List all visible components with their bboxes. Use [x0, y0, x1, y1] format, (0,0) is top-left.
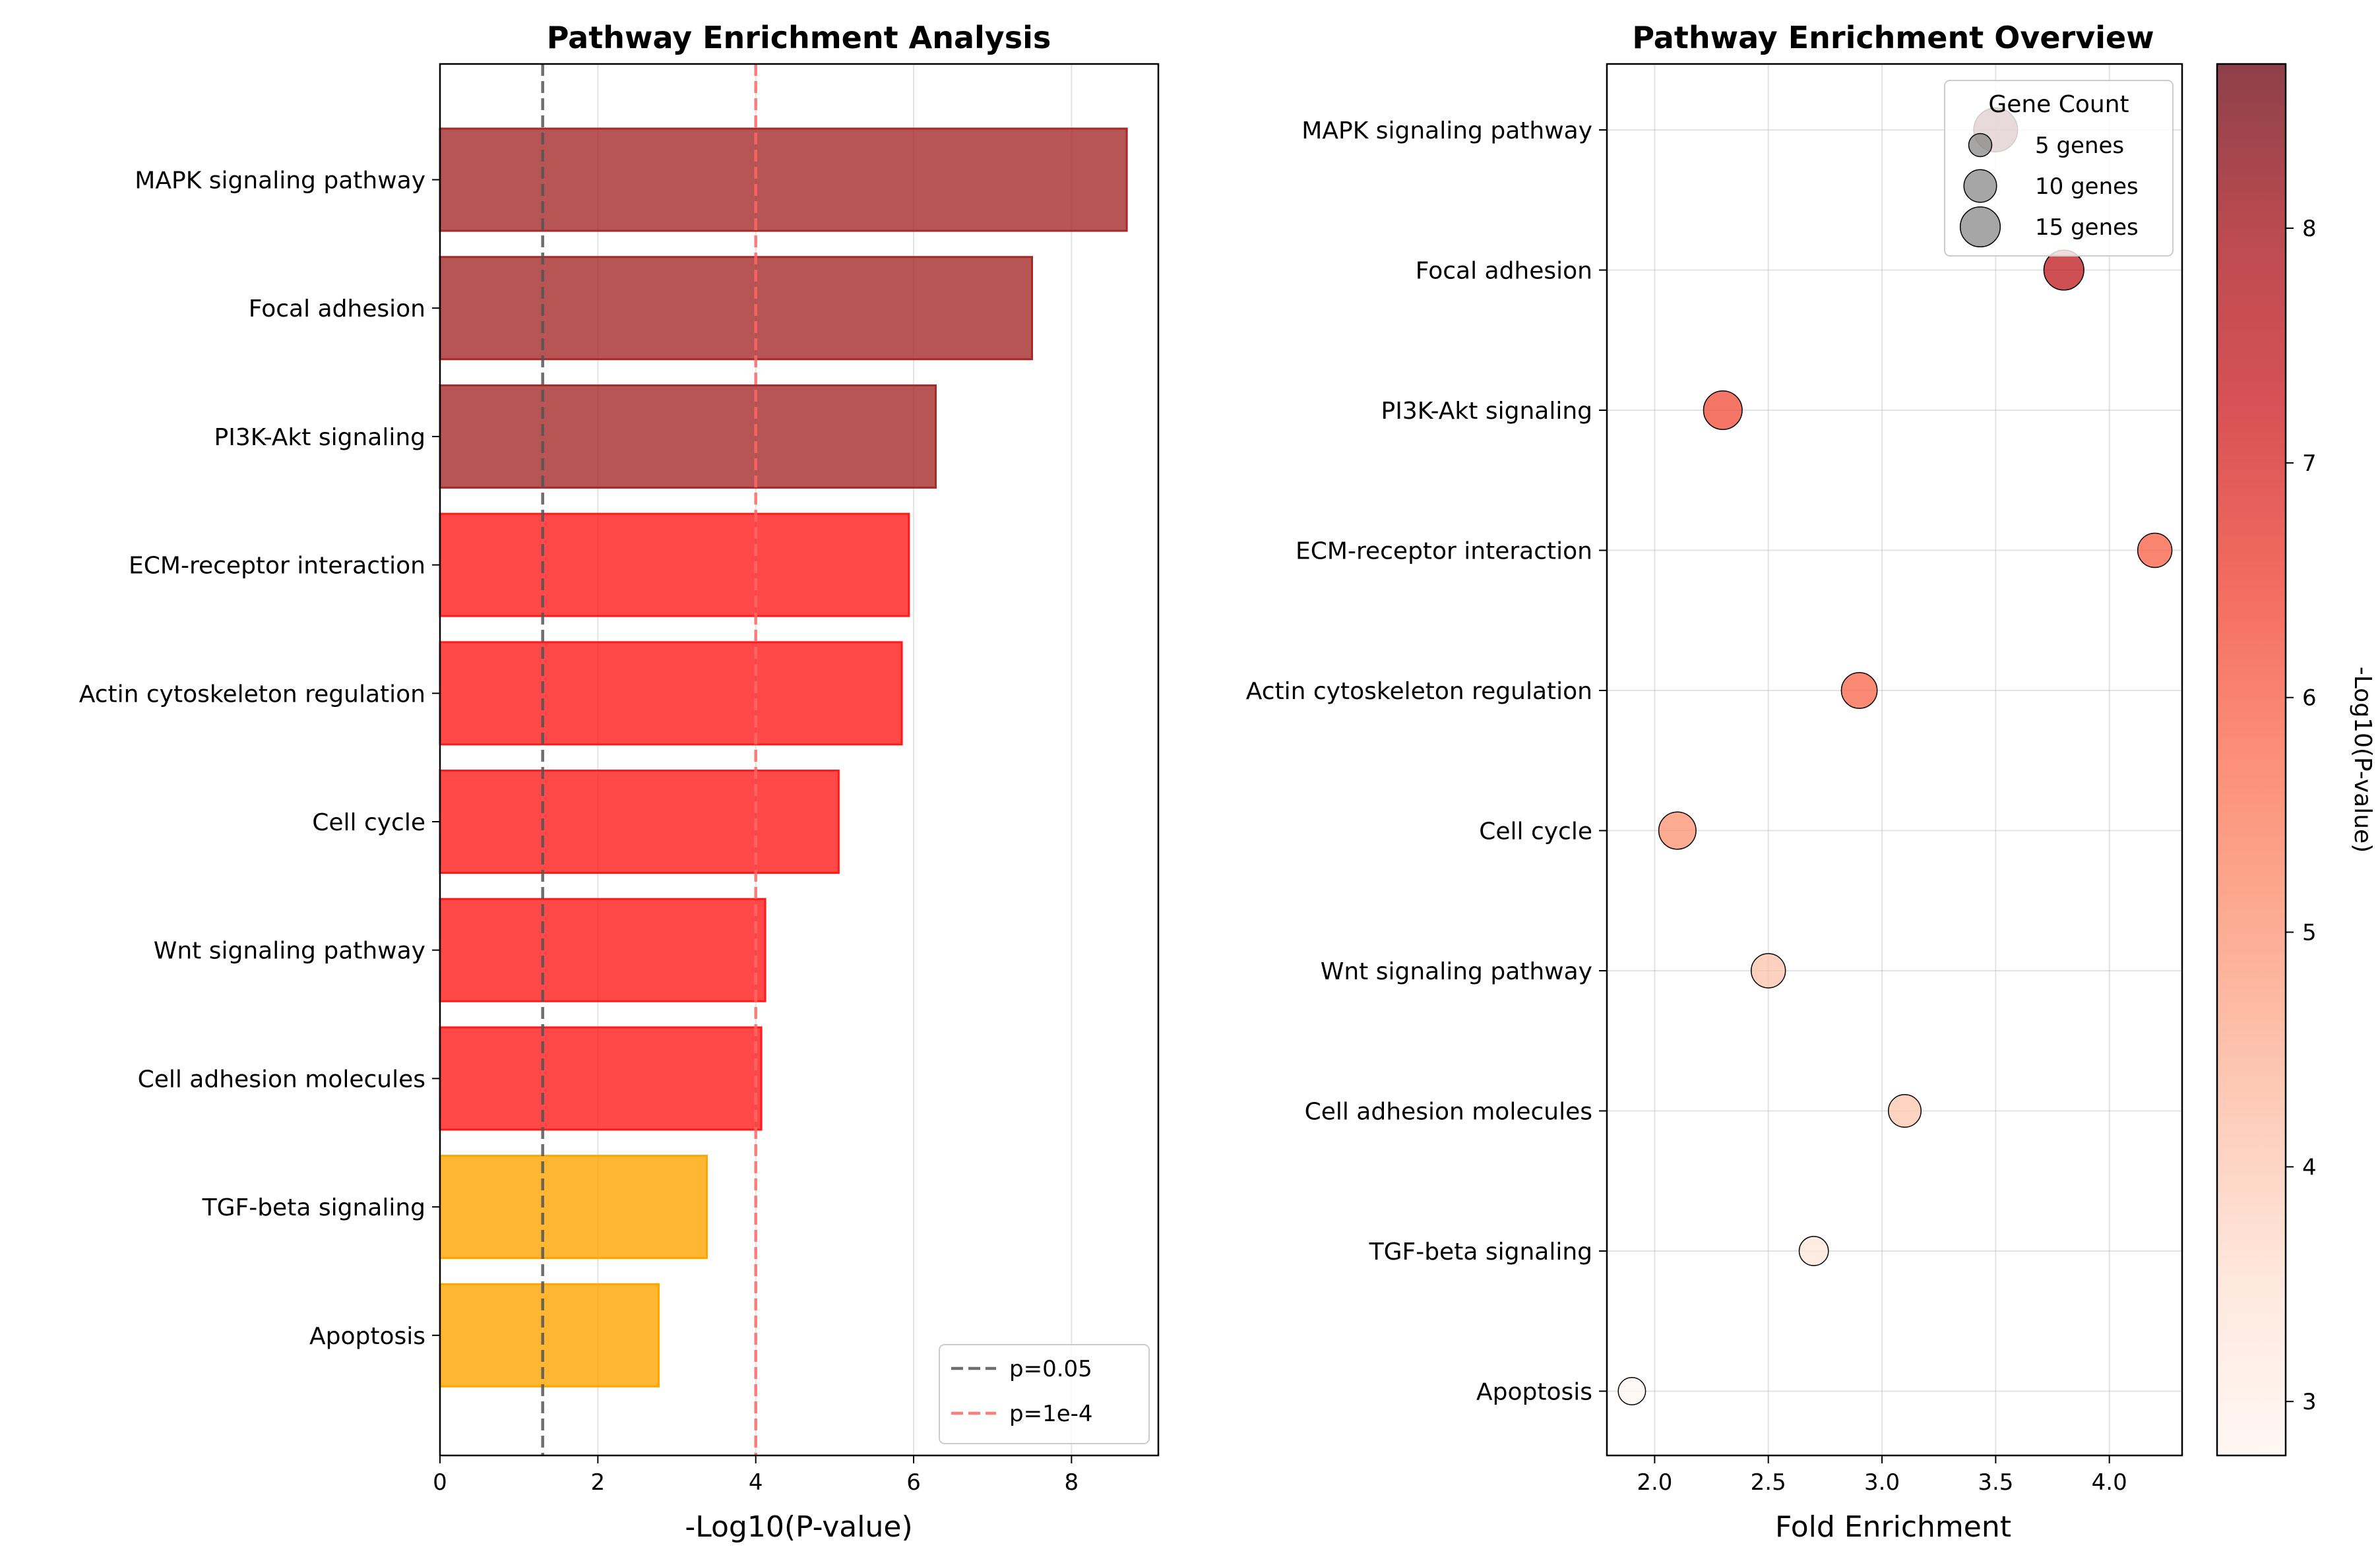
- scatter-chart-x-ticks: 2.0 2.5 3.0 3.5 4.0: [1637, 1455, 2127, 1496]
- y-tick-label: TGF-beta signaling: [202, 1194, 425, 1221]
- legend-marker: [1968, 133, 1993, 158]
- legend-label: p=0.05: [1009, 1356, 1092, 1382]
- y-tick-label: Apoptosis: [1476, 1379, 1592, 1406]
- legend-label: p=1e-4: [1009, 1401, 1093, 1427]
- scatter-chart-frame: [1606, 63, 2183, 1457]
- legend-marker: [1963, 169, 1997, 203]
- scatter-chart-x-axis-label: Fold Enrichment: [1775, 1510, 2011, 1544]
- colorbar-tick-label: 5: [2302, 920, 2317, 946]
- bar-pi3k-akt-signaling: [439, 384, 937, 489]
- y-tick-label: PI3K-Akt signaling: [1381, 398, 1592, 425]
- colorbar: 3 4 5 6 7 8 -Log10(P-value): [2216, 63, 2376, 1457]
- reference-lines: [541, 64, 757, 1455]
- bar-apoptosis: [439, 1283, 660, 1388]
- y-tick-label: Cell cycle: [1479, 818, 1592, 845]
- colorbar-tick-label: 7: [2302, 450, 2317, 477]
- point-apoptosis: [1617, 1377, 1646, 1405]
- legend-title: Gene Count: [1988, 91, 2129, 118]
- colorbar-tick-label: 4: [2302, 1154, 2317, 1180]
- y-tick-label: Cell cycle: [312, 809, 425, 836]
- legend-marker: [1959, 206, 2001, 248]
- y-tick-label: Cell adhesion molecules: [1305, 1099, 1592, 1126]
- x-tick-label: 4.0: [2092, 1469, 2127, 1496]
- colorbar-ticks: 3 4 5 6 7 8: [2286, 216, 2317, 1415]
- scatter-chart-grid: [1607, 64, 2182, 1455]
- x-tick-label: 2: [591, 1469, 606, 1496]
- bar-focal-adhesion: [439, 256, 1034, 361]
- x-tick-label: 0: [433, 1469, 447, 1496]
- bar-ecm-receptor-interaction: [439, 512, 910, 617]
- bar-mapk-signaling-pathway: [439, 127, 1128, 232]
- x-tick-label: 3.0: [1864, 1469, 1900, 1496]
- x-tick-label: 8: [1065, 1469, 1079, 1496]
- point-ecm-receptor-interaction: [2137, 532, 2173, 568]
- bar-chart-x-ticks: 0 2 4 6 8: [433, 1455, 1079, 1496]
- point-wnt-signaling-pathway: [1751, 953, 1786, 989]
- y-tick-label: PI3K-Akt signaling: [214, 424, 425, 451]
- scatter-chart-title: Pathway Enrichment Overview: [1632, 20, 2154, 55]
- legend-label: 5 genes: [2035, 133, 2124, 159]
- x-tick-label: 2.0: [1637, 1469, 1672, 1496]
- point-actin-cytoskeleton-regulation: [1840, 672, 1878, 709]
- y-tick-label: Apoptosis: [309, 1323, 425, 1350]
- legend-label: 10 genes: [2035, 173, 2139, 200]
- x-tick-label: 6: [906, 1469, 921, 1496]
- y-tick-label: Wnt signaling pathway: [154, 938, 425, 965]
- colorbar-tick-label: 8: [2302, 216, 2317, 242]
- bar-chart-y-ticks: MAPK signaling pathway Focal adhesion PI3K…: [79, 168, 440, 1350]
- reference-legend: p=0.05 p=1e-4: [939, 1344, 1150, 1444]
- gene-count-legend: Gene Count 5 genes 10 genes 15 genes: [1944, 80, 2174, 257]
- bar-actin-cytoskeleton-regulation: [439, 641, 903, 746]
- colorbar-tick-label: 3: [2302, 1389, 2317, 1415]
- bar-chart-panel: Pathway Enrichment Analysis MAPK signali…: [79, 20, 1160, 1544]
- point-pi3k-akt-signaling: [1703, 390, 1743, 431]
- y-tick-label: TGF-beta signaling: [1369, 1238, 1592, 1266]
- scatter-series: [1617, 107, 2173, 1405]
- bar-cell-adhesion-molecules: [439, 1026, 763, 1131]
- colorbar-label: -Log10(P-value): [2349, 667, 2376, 853]
- legend-label: 15 genes: [2035, 214, 2139, 241]
- point-cell-cycle: [1658, 811, 1697, 850]
- bar-series: [439, 127, 1128, 1388]
- bar-chart-title: Pathway Enrichment Analysis: [547, 20, 1051, 55]
- y-tick-label: ECM-receptor interaction: [129, 553, 425, 580]
- bar-wnt-signaling-pathway: [439, 898, 767, 1002]
- scatter-chart-y-ticks: MAPK signaling pathway Focal adhesion PI3K…: [1246, 117, 1607, 1406]
- y-tick-label: Focal adhesion: [249, 295, 425, 322]
- bar-chart-frame: [439, 63, 1160, 1457]
- legend-box: [1944, 80, 2174, 257]
- y-tick-label: Focal adhesion: [1416, 258, 1592, 285]
- x-tick-label: 3.5: [1978, 1469, 2013, 1496]
- bar-chart-x-axis-label: -Log10(P-value): [685, 1510, 912, 1544]
- y-tick-label: Actin cytoskeleton regulation: [1246, 678, 1592, 705]
- point-cell-adhesion-molecules: [1888, 1094, 1922, 1128]
- y-tick-label: Cell adhesion molecules: [138, 1066, 425, 1093]
- x-tick-label: 2.5: [1751, 1469, 1786, 1496]
- bar-cell-cycle: [439, 770, 840, 874]
- y-tick-label: MAPK signaling pathway: [1301, 117, 1592, 144]
- x-tick-label: 4: [749, 1469, 763, 1496]
- y-tick-label: Actin cytoskeleton regulation: [79, 681, 425, 708]
- colorbar-gradient: [2216, 63, 2287, 1457]
- y-tick-label: MAPK signaling pathway: [135, 168, 425, 195]
- scatter-chart-panel: Pathway Enrichment Overview MAPK signali…: [1246, 20, 2183, 1544]
- bar-tgf-beta-signaling: [439, 1155, 708, 1260]
- point-tgf-beta-signaling: [1798, 1236, 1829, 1266]
- colorbar-tick-label: 6: [2302, 685, 2317, 712]
- y-tick-label: ECM-receptor interaction: [1296, 538, 1592, 565]
- y-tick-label: Wnt signaling pathway: [1321, 958, 1592, 985]
